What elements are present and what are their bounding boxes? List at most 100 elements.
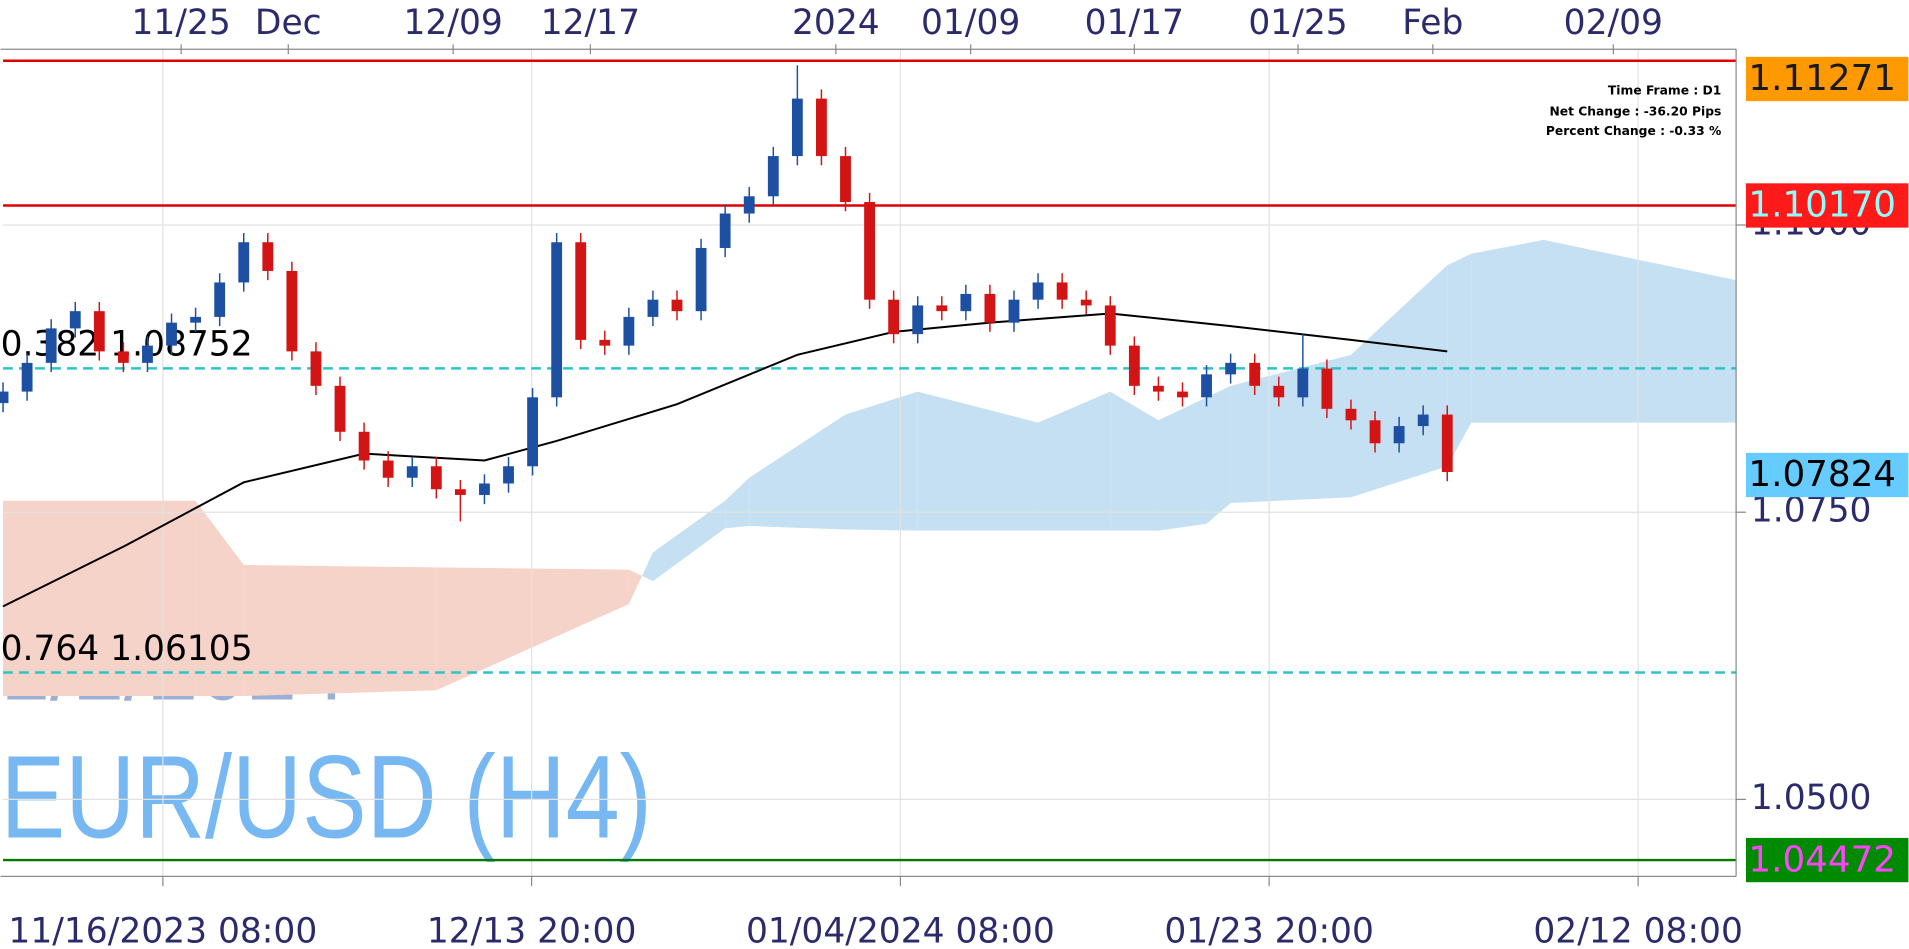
cloud — [436, 567, 629, 691]
candle-body — [984, 293, 996, 323]
candle-body — [647, 299, 659, 317]
candle-body — [503, 466, 514, 484]
fib-label: 0.764 1.06105 — [1, 629, 253, 669]
candle-body — [310, 351, 322, 386]
candle-body — [816, 98, 827, 157]
price-tag-label: 1.10170 — [1748, 185, 1896, 226]
candle-body — [1225, 362, 1237, 375]
candle-body — [214, 282, 226, 317]
candle-body — [1177, 391, 1188, 398]
candle-body — [840, 156, 851, 203]
candle-body — [430, 466, 442, 490]
candle-body — [45, 328, 57, 363]
candle-body — [382, 460, 394, 478]
candle-body — [527, 397, 539, 467]
candle-body — [238, 242, 250, 283]
x-tick-label: 2024 — [792, 3, 880, 43]
candle-body — [1080, 299, 1092, 306]
cloud — [749, 414, 846, 530]
x-tick-label: 01/17 — [1085, 3, 1184, 43]
candle-body — [1249, 362, 1261, 386]
candle-body — [623, 316, 635, 346]
cloud — [917, 391, 1039, 531]
candle-body — [1369, 420, 1381, 444]
candle-body — [334, 385, 346, 432]
cloud — [1447, 253, 1472, 467]
x-tick-label: 01/23 20:00 — [1164, 911, 1374, 949]
candle-body — [454, 489, 466, 495]
cloud — [1110, 391, 1159, 531]
candle-body — [1297, 368, 1309, 398]
candle-body — [1056, 282, 1068, 300]
x-tick-label: 01/25 — [1248, 3, 1347, 43]
candle-body — [1321, 368, 1333, 409]
x-tick-label: 02/09 — [1564, 3, 1663, 43]
cloud — [628, 569, 642, 605]
candle-body — [262, 242, 274, 271]
price-tag — [1745, 837, 1909, 883]
cloud — [1471, 239, 1544, 423]
y-tick-label: 1.0750 — [1751, 491, 1872, 531]
x-tick-label: 12/13 20:00 — [427, 911, 637, 949]
candle-body — [1032, 282, 1044, 300]
cloud — [725, 477, 750, 529]
cloud — [845, 391, 918, 531]
candle-body — [1008, 299, 1020, 323]
cloud — [641, 552, 653, 582]
cloud — [3, 500, 196, 697]
info-text: Time Frame : D1 — [1608, 84, 1721, 98]
price-tag — [1745, 183, 1909, 228]
candle-body — [286, 270, 298, 352]
candle-body — [960, 293, 972, 312]
watermark-symbol: EUR/USD (H4) — [1, 730, 652, 862]
candle-body — [1201, 374, 1212, 398]
price-tag — [1745, 452, 1909, 498]
cloud — [243, 565, 437, 697]
cloud — [1543, 239, 1737, 423]
candle-body — [791, 98, 803, 157]
x-tick-label: Dec — [255, 3, 322, 43]
cloud — [1158, 397, 1207, 531]
candle-body — [599, 339, 611, 346]
candle-body — [93, 311, 105, 352]
info-text: Percent Change : -0.33 % — [1546, 124, 1721, 138]
candle-body — [695, 247, 707, 312]
candle-body — [69, 311, 81, 329]
price-tag-label: 1.11271 — [1748, 58, 1896, 99]
candle-body — [912, 305, 924, 335]
candle-body — [166, 322, 177, 346]
candle-body — [719, 213, 731, 248]
candle-body — [551, 242, 563, 398]
candle-body — [671, 299, 683, 312]
y-tick-label: 1.0500 — [1751, 778, 1872, 818]
price-tag-label: 1.07824 — [1748, 454, 1896, 495]
candle-body — [1152, 385, 1164, 392]
cloud — [195, 500, 244, 697]
candle-body — [142, 345, 153, 363]
candle-body — [1128, 345, 1140, 386]
info-text: Net Change : -36.20 Pips — [1549, 105, 1721, 119]
x-tick-label: 11/25 — [132, 3, 231, 43]
cloud — [1038, 391, 1111, 531]
candle-body — [479, 483, 490, 495]
x-tick-label: 01/09 — [921, 3, 1020, 43]
candle-body — [1393, 426, 1405, 444]
candle-body — [1273, 385, 1285, 398]
cloud — [652, 500, 726, 582]
candle-body — [888, 299, 900, 335]
x-tick-label: 02/12 08:00 — [1533, 911, 1743, 949]
candle-body — [1104, 305, 1116, 346]
x-tick-label: 01/04/2024 08:00 — [746, 911, 1055, 949]
price-tag — [1745, 56, 1909, 102]
candle-body — [0, 391, 9, 404]
x-tick-label: Feb — [1402, 3, 1463, 43]
candle-body — [190, 316, 202, 323]
price-tag-label: 1.04472 — [1748, 839, 1896, 880]
x-tick-label: 11/16/2023 08:00 — [8, 911, 317, 949]
candle-body — [1441, 414, 1453, 472]
candle-body — [936, 305, 948, 312]
candle-body — [21, 362, 33, 392]
x-tick-label: 12/09 — [404, 3, 503, 43]
